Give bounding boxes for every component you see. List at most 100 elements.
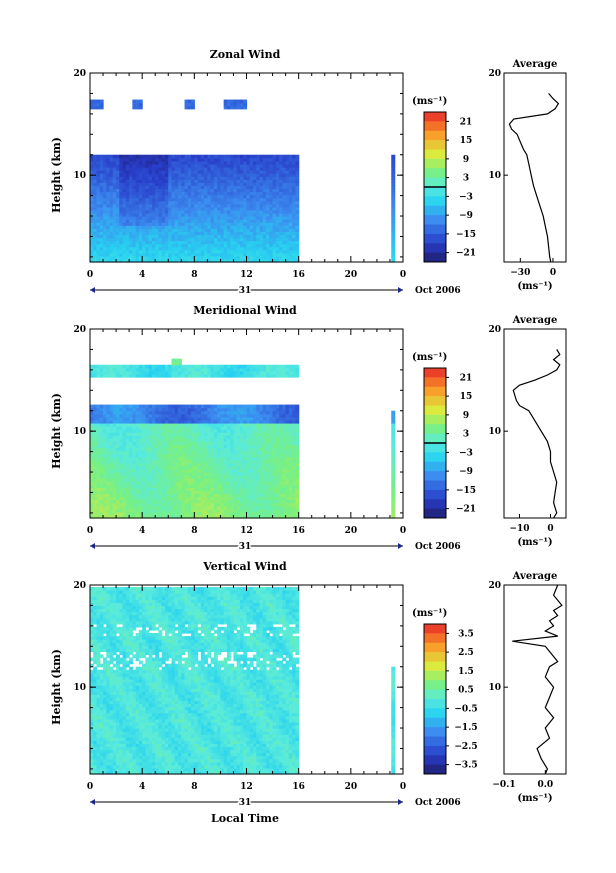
heatmap-cell [184,212,189,217]
heatmap-cell [243,255,248,260]
heatmap-cell [230,219,235,223]
heatmap-cell [90,176,94,180]
heatmap-cell [391,200,396,205]
heatmap-cell [239,462,244,467]
heatmap-cell [93,419,98,424]
heatmap-cell [145,481,150,485]
heatmap-cell [103,200,107,205]
heatmap-cell [103,163,107,168]
heatmap-cell [275,429,280,433]
heatmap-cell [266,505,270,510]
heatmap-cell [142,407,147,412]
heatmap-cell [103,511,107,516]
heatmap-cell [236,472,241,476]
heatmap-cell [233,219,238,223]
heatmap-cell [256,170,261,174]
heatmap-cell [161,475,166,479]
heatmap-cell [142,222,147,226]
heatmap-cell [171,422,176,427]
heatmap-cell [207,157,212,162]
heatmap-cell [249,487,254,492]
heatmap-cell [266,407,270,412]
heatmap-cell [116,478,120,482]
heatmap-cell [217,422,222,427]
heatmap-cell [243,249,248,254]
heatmap-cell [282,182,287,186]
heatmap-cell [184,225,189,229]
heatmap-cell [246,203,251,208]
heatmap-cell [145,419,150,424]
heatmap-cell [135,240,140,245]
heatmap-cell [145,435,150,439]
heatmap-cell [210,459,215,464]
heatmap-cell [217,453,222,458]
heatmap-cell [90,170,94,174]
heatmap-cell [288,450,293,455]
heatmap-cell [148,404,153,409]
heatmap-cell [151,447,156,452]
heatmap-cell [279,413,283,418]
heatmap-cell [171,465,176,470]
heatmap-cell [174,502,179,507]
heatmap-cell [223,373,228,378]
heatmap-cell [210,407,215,412]
heatmap-cell [132,170,137,174]
heatmap-cell [178,157,182,162]
heatmap-cell [112,438,117,442]
heatmap-cell [288,252,293,257]
heatmap-cell [194,252,199,257]
heatmap-cell [109,179,114,183]
heatmap-cell [135,222,140,226]
heatmap-cell [230,370,235,375]
heatmap-cell [256,246,261,251]
heatmap-cell [148,255,153,260]
y-axis-label: Height (km) [50,137,63,213]
heatmap-cell [223,258,228,263]
heatmap-cell [230,252,235,257]
heatmap-cell [391,185,396,190]
heatmap-cell [256,416,261,421]
heatmap-cell [200,163,205,168]
heatmap-cell [151,252,156,257]
heatmap-cell [90,105,94,110]
heatmap-cell [243,370,248,375]
heatmap-cell [96,407,101,412]
heatmap-cell [262,419,267,424]
heatmap-cell [181,185,186,190]
heatmap-cell [217,444,222,449]
heatmap-cell [236,252,241,257]
heatmap-cell [96,502,101,507]
heatmap-cell [116,484,120,488]
heatmap-cell [256,472,261,476]
heatmap-cell [233,484,238,488]
heatmap-cell [93,243,98,248]
heatmap-cell [181,453,186,458]
heatmap-cell [145,216,150,220]
heatmap-cell [285,487,290,492]
heatmap-cell [142,441,147,446]
heatmap-cell [174,484,179,488]
heatmap-cell [213,416,218,421]
heatmap-cell [129,160,133,165]
heatmap-cell [253,422,257,427]
heatmap-cell [109,157,114,162]
heatmap-cell [285,225,290,229]
heatmap-cell [142,212,147,217]
heatmap-cell [243,514,248,519]
heatmap-cell [164,197,169,202]
heatmap-cell [151,413,156,418]
heatmap-cell [168,407,173,412]
heatmap-cell [207,505,212,510]
heatmap-cell [99,170,104,174]
heatmap-cell [103,413,107,418]
heatmap-cell [285,258,290,263]
heatmap-cell [138,231,143,236]
heatmap-cell [132,404,137,409]
heatmap-cell [116,243,120,248]
heatmap-cell [148,166,153,171]
heatmap-cell [125,481,130,485]
heatmap-cell [129,511,133,516]
heatmap-cell [279,459,283,464]
heatmap-cell [191,416,195,421]
heatmap-cell [155,487,160,492]
